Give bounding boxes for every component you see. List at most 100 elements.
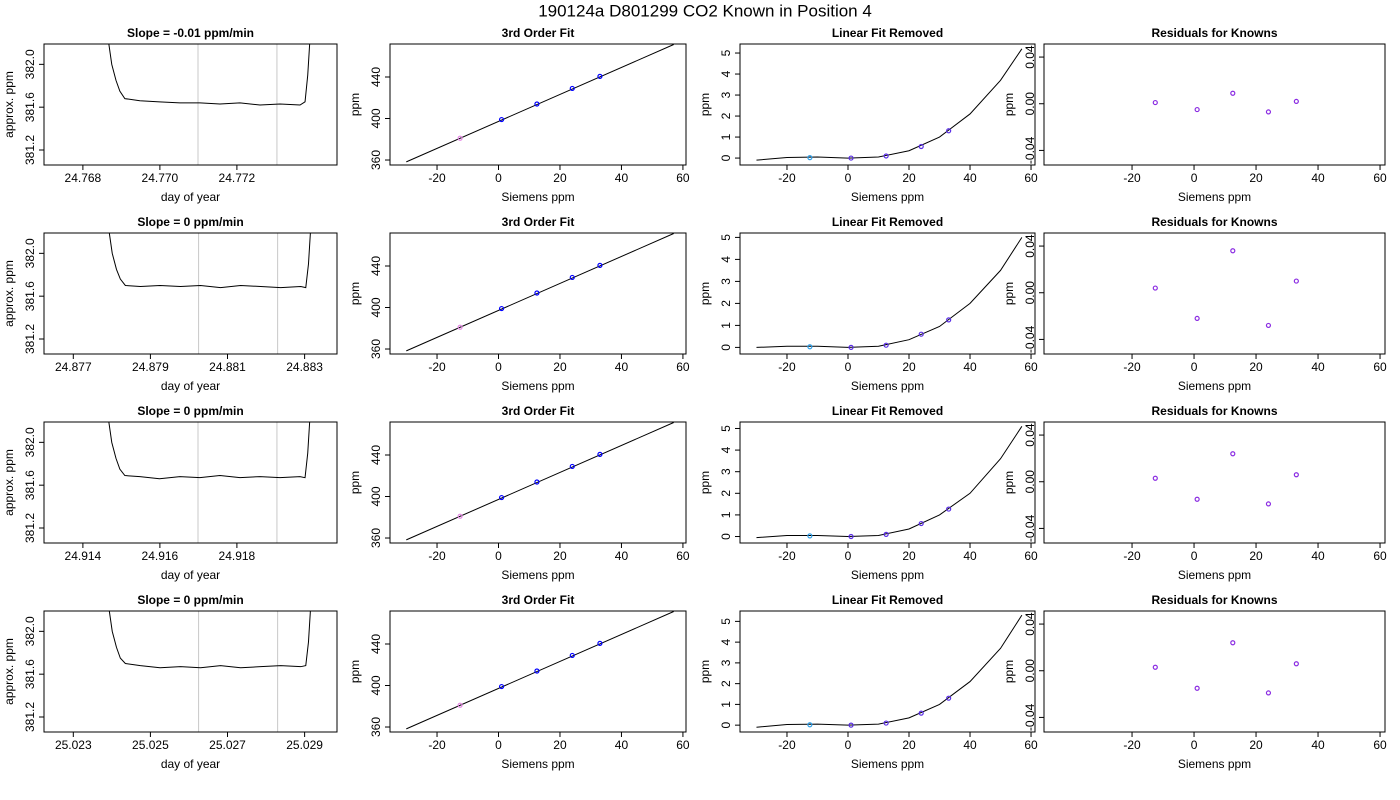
plot-area <box>108 422 311 543</box>
x-tick-label: 20 <box>1249 171 1263 185</box>
data-point <box>848 155 854 161</box>
x-tick-label: 24.877 <box>55 360 92 374</box>
y-tick-label: -0.04 <box>1023 703 1037 731</box>
y-tick-label: 3 <box>719 468 733 475</box>
x-axis-label: day of year <box>161 379 220 393</box>
panel-title: Residuals for Knowns <box>1151 215 1277 229</box>
plot-frame <box>43 43 338 166</box>
plot-frame <box>389 43 687 166</box>
x-tick-label: 0 <box>1191 738 1198 752</box>
x-axis-label: Siemens ppm <box>1178 568 1251 582</box>
x-tick-label: 0 <box>845 171 852 185</box>
data-point <box>1194 496 1200 502</box>
y-tick-label: 4 <box>719 638 733 645</box>
data-point <box>1265 690 1272 696</box>
x-tick-label: -20 <box>1123 549 1141 563</box>
y-tick-label: 0.04 <box>1023 234 1037 258</box>
y-tick-label: 1 <box>719 511 733 518</box>
plot-frame <box>739 43 1036 166</box>
plot-frame <box>389 610 687 733</box>
y-axis-label: ppm <box>1002 282 1016 305</box>
panel: Residuals for Knowns Siemens ppm ppm -20 0 20… <box>1002 215 1387 393</box>
data-point <box>1152 475 1158 481</box>
y-tick-label: 2 <box>719 490 733 497</box>
x-axis-label: Siemens ppm <box>501 568 574 582</box>
x-tick-label: 60 <box>1373 360 1387 374</box>
x-tick-label: 20 <box>553 171 567 185</box>
panel: 3rd Order Fit Siemens ppm ppm -20 0 20 40 60 360… <box>348 26 690 204</box>
x-tick-label: 25.027 <box>209 738 246 752</box>
y-tick-label: 1 <box>719 133 733 140</box>
data-point <box>807 533 813 539</box>
data-point <box>534 479 540 485</box>
data-point <box>1194 106 1200 113</box>
data-point <box>946 128 952 134</box>
y-tick-label: 440 <box>369 634 383 654</box>
plot-frame <box>1043 610 1386 733</box>
x-tick-label: -20 <box>778 360 796 374</box>
data-point <box>498 494 505 501</box>
data-point <box>569 652 575 659</box>
data-point <box>1293 278 1299 284</box>
panel-title: Slope = 0 ppm/min <box>137 404 243 418</box>
data-point <box>1230 451 1236 457</box>
plot-area <box>1152 248 1299 329</box>
plot-frame <box>43 421 338 544</box>
y-axis-label: ppm <box>348 282 362 305</box>
panel: Residuals for Knowns Siemens ppm ppm -20 0 20… <box>1002 593 1387 771</box>
y-tick-label: 381.6 <box>23 92 37 122</box>
x-tick-label: 40 <box>615 738 629 752</box>
data-point <box>569 274 575 281</box>
data-point <box>1230 640 1236 646</box>
x-tick-label: 20 <box>553 360 567 374</box>
data-point <box>597 262 603 268</box>
fit-curve <box>406 611 674 730</box>
y-tick-label: 2 <box>719 300 733 307</box>
y-axis-label: approx. ppm <box>2 449 16 516</box>
x-tick-label: 0 <box>495 171 502 185</box>
panel: Residuals for Knowns Siemens ppm ppm -20 0 20… <box>1002 26 1387 204</box>
fit-curve <box>406 422 674 541</box>
data-point <box>946 317 952 323</box>
panel-title: Slope = 0 ppm/min <box>137 593 243 607</box>
x-tick-label: 60 <box>1024 360 1038 374</box>
x-axis-label: day of year <box>161 568 220 582</box>
data-point <box>1152 99 1158 106</box>
plot-area <box>406 422 674 541</box>
x-tick-label: 0 <box>845 549 852 563</box>
x-tick-label: -20 <box>778 738 796 752</box>
x-tick-label: 25.029 <box>286 738 323 752</box>
x-axis-label: Siemens ppm <box>1178 757 1251 771</box>
x-tick-label: 0 <box>495 549 502 563</box>
trace-line <box>108 233 311 289</box>
y-tick-label: 0 <box>719 721 733 728</box>
plot-area <box>108 44 311 165</box>
y-tick-label: 2 <box>719 112 733 119</box>
y-tick-label: 381.6 <box>23 470 37 500</box>
plot-area <box>756 614 1023 728</box>
x-tick-label: 60 <box>676 171 690 185</box>
panel: Slope = 0 ppm/min day of year approx. ppm 2… <box>2 215 338 393</box>
y-tick-label: -0.04 <box>1023 325 1037 353</box>
x-tick-label: 60 <box>1024 171 1038 185</box>
y-tick-label: 2 <box>719 680 733 687</box>
x-tick-label: 20 <box>553 738 567 752</box>
x-tick-label: -20 <box>1123 360 1141 374</box>
y-tick-label: 4 <box>719 70 733 77</box>
x-axis-label: Siemens ppm <box>501 379 574 393</box>
x-tick-label: 40 <box>1311 549 1325 563</box>
data-point <box>1293 98 1299 105</box>
y-tick-label: 382.0 <box>23 49 37 79</box>
data-point <box>883 342 889 348</box>
y-tick-label: 382.0 <box>23 427 37 457</box>
y-tick-label: 381.2 <box>23 702 37 732</box>
y-tick-label: 382.0 <box>23 616 37 646</box>
y-tick-label: 381.6 <box>23 281 37 311</box>
x-tick-label: 0 <box>1191 360 1198 374</box>
x-tick-label: 24.770 <box>142 171 179 185</box>
x-tick-label: 20 <box>902 360 916 374</box>
data-point <box>534 101 540 107</box>
y-axis-label: approx. ppm <box>2 260 16 327</box>
plot-area <box>1152 90 1299 115</box>
